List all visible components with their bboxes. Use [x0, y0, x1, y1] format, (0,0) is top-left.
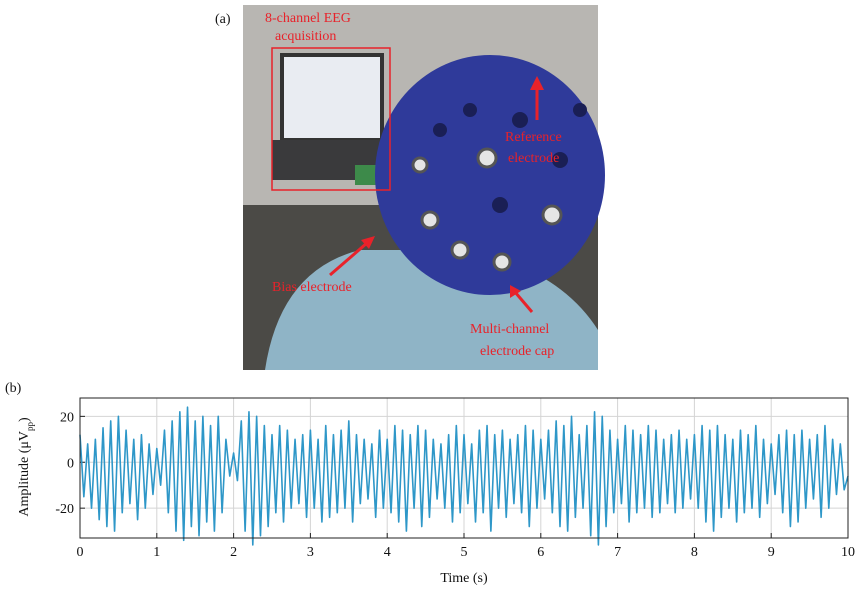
annotation: Multi-channel	[470, 322, 549, 337]
annotation: electrode	[508, 151, 559, 166]
x-tick-label: 3	[307, 545, 314, 560]
x-tick-label: 2	[230, 545, 237, 560]
plot-area: 0 1 2 3 4 5 6 7 8 9 10 -20 0 20	[55, 398, 855, 560]
x-tick-label: 1	[153, 545, 160, 560]
annotation: acquisition	[275, 29, 336, 44]
annotation: Reference	[505, 130, 562, 145]
page: (a) 8-channel EEG acquisition Reference …	[0, 0, 859, 589]
x-tick-label: 5	[461, 545, 468, 560]
x-axis-label: Time (s)	[440, 571, 488, 586]
x-tick-label: 0	[77, 545, 84, 560]
annotation: 8-channel EEG	[265, 11, 351, 26]
y-tick-label: -20	[55, 502, 74, 517]
x-tick-label: 8	[691, 545, 698, 560]
y-tick-label: 0	[67, 456, 74, 471]
photo: 8-channel EEG acquisition Reference elec…	[243, 5, 605, 370]
y-tick-label: 20	[60, 410, 74, 425]
annotation: electrode cap	[480, 344, 554, 359]
panel-label: (b)	[5, 381, 22, 396]
panel-label: (a)	[215, 12, 231, 27]
figure: (a) 8-channel EEG acquisition Reference …	[0, 0, 859, 589]
annotation: Bias electrode	[272, 280, 352, 295]
x-tick-label: 10	[841, 545, 855, 560]
x-tick-label: 6	[537, 545, 544, 560]
x-tick-label: 7	[614, 545, 621, 560]
y-axis-label-part: )	[17, 417, 32, 422]
y-axis-label: Amplitude (μVpp)	[17, 417, 35, 517]
x-tick-label: 9	[768, 545, 775, 560]
y-axis-label-part: Amplitude (μV	[17, 431, 32, 517]
x-tick-label: 4	[384, 545, 391, 560]
